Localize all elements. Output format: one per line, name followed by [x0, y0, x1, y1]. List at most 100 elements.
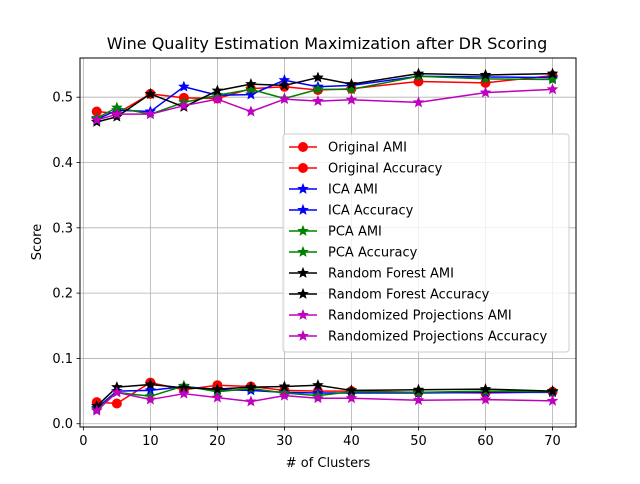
- legend-box: [282, 133, 570, 353]
- legend-marker: [297, 182, 309, 194]
- legend-label: Original Accuracy: [328, 162, 443, 177]
- data-point: [546, 67, 559, 79]
- data-point: [312, 392, 324, 404]
- y-tick-label: 0.2: [52, 287, 73, 302]
- x-tick-label: 10: [142, 434, 159, 449]
- data-point: [312, 379, 324, 391]
- legend-item: Random Forest Accuracy: [289, 288, 490, 303]
- data-point: [111, 108, 123, 120]
- series-8: [90, 386, 559, 416]
- legend-item: PCA AMI: [289, 225, 382, 240]
- data-point: [245, 88, 257, 100]
- data-point: [211, 84, 224, 96]
- legend-label: ICA AMI: [328, 183, 378, 198]
- tick-layer: 0 10 20 30 40 50 60 70 0.0 0.1 0.2 0.3 0.4 0.5: [52, 91, 561, 449]
- x-tick-label: 70: [544, 434, 561, 449]
- legend-marker: [297, 224, 309, 236]
- legend-marker: [298, 142, 308, 152]
- data-point: [312, 95, 324, 107]
- y-tick-label: 0.0: [52, 417, 73, 432]
- series-line: [96, 72, 553, 123]
- data-point: [479, 86, 492, 98]
- data-point: [345, 93, 358, 105]
- legend-label: ICA Accuracy: [328, 204, 414, 219]
- data-point: [245, 381, 257, 393]
- legend-item: Original Accuracy: [289, 162, 443, 177]
- data-point: [178, 80, 190, 92]
- legend-marker: [297, 266, 309, 278]
- y-tick-label: 0.1: [52, 352, 73, 367]
- legend-item: PCA Accuracy: [289, 246, 418, 261]
- data-point: [312, 83, 324, 95]
- data-point: [245, 83, 257, 95]
- series-7: [90, 67, 559, 127]
- legend-item: ICA Accuracy: [289, 204, 414, 219]
- series-layer: [90, 67, 559, 416]
- data-point: [479, 72, 492, 84]
- x-tick-label: 20: [209, 434, 226, 449]
- legend-item: ICA AMI: [289, 183, 378, 198]
- plot-frame: [79, 57, 577, 428]
- data-point: [245, 395, 257, 407]
- series-line: [96, 385, 553, 410]
- series-line: [96, 383, 553, 407]
- x-tick-label: 0: [79, 434, 87, 449]
- legend-marker: [297, 245, 309, 257]
- x-tick-label: 40: [343, 434, 360, 449]
- data-point: [90, 113, 103, 125]
- series-line: [96, 391, 553, 412]
- data-point: [144, 108, 157, 120]
- x-axis-label: # of Clusters: [286, 456, 371, 471]
- y-tick-label: 0.3: [52, 221, 73, 236]
- legend: Original AMI Original Accuracy ICA AMI ICA …: [282, 133, 570, 353]
- data-point: [412, 67, 425, 79]
- legend-marker: [297, 329, 309, 341]
- legend-label: PCA AMI: [328, 225, 382, 240]
- y-tick-label: 0.5: [52, 91, 73, 106]
- x-tick-label: 30: [276, 434, 293, 449]
- legend-label: PCA Accuracy: [328, 246, 418, 261]
- series-line: [96, 75, 553, 119]
- x-tick-label: 60: [477, 434, 494, 449]
- data-point: [245, 105, 257, 117]
- data-point: [211, 383, 224, 395]
- y-tick-label: 0.4: [52, 156, 73, 171]
- data-point: [278, 389, 291, 401]
- data-point: [245, 78, 257, 90]
- legend-marker: [298, 163, 308, 173]
- data-point: [211, 391, 224, 403]
- x-tick-label: 50: [410, 434, 427, 449]
- legend-item: Randomized Projections Accuracy: [289, 330, 547, 345]
- data-point: [546, 83, 559, 95]
- data-point: [345, 78, 358, 90]
- legend-marker: [297, 287, 309, 299]
- data-point: [278, 380, 291, 392]
- data-point: [111, 386, 123, 398]
- data-point: [211, 93, 224, 105]
- data-point: [479, 393, 492, 405]
- data-point: [546, 394, 559, 406]
- data-point: [144, 393, 157, 405]
- data-point: [412, 96, 425, 108]
- data-point: [412, 383, 425, 395]
- legend-item: Original AMI: [289, 141, 407, 156]
- data-point: [278, 93, 291, 105]
- data-point: [479, 68, 492, 80]
- legend-label: Random Forest Accuracy: [328, 288, 490, 303]
- chart-title: Wine Quality Estimation Maximization aft…: [107, 34, 548, 53]
- legend-marker: [297, 308, 309, 320]
- data-point: [412, 394, 425, 406]
- data-point: [178, 387, 190, 399]
- data-point: [90, 404, 103, 416]
- data-point: [479, 383, 492, 395]
- legend-label: Original AMI: [328, 141, 407, 156]
- data-point: [546, 385, 559, 396]
- legend-label: Randomized Projections AMI: [328, 309, 512, 324]
- data-point: [144, 378, 157, 390]
- y-axis-label: Score: [30, 224, 45, 260]
- data-point: [312, 71, 324, 83]
- legend-label: Randomized Projections Accuracy: [328, 330, 547, 345]
- legend-item: Random Forest AMI: [289, 267, 454, 282]
